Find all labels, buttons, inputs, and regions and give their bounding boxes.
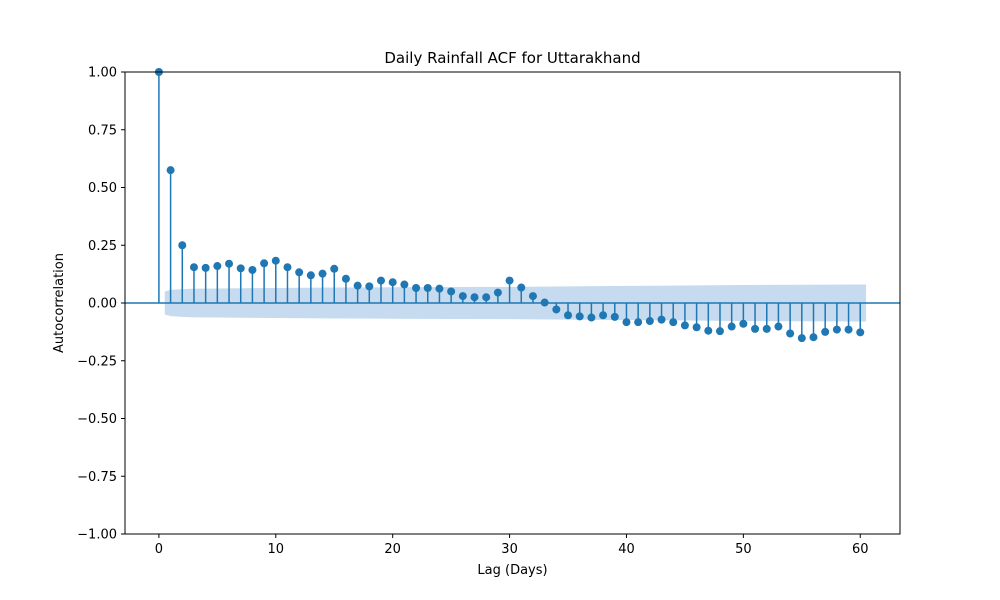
acf-point-lag-20 xyxy=(388,278,397,287)
acf-point-lag-10 xyxy=(271,256,280,265)
acf-point-lag-15 xyxy=(330,264,339,273)
x-tick-label: 40 xyxy=(618,542,635,557)
acf-point-lag-31 xyxy=(517,283,526,292)
x-tick-label: 20 xyxy=(384,542,401,557)
x-tick-label: 30 xyxy=(501,542,518,557)
acf-point-lag-35 xyxy=(564,311,573,320)
acf-point-lag-14 xyxy=(318,269,327,278)
acf-point-lag-23 xyxy=(423,283,432,292)
y-tick-label: −0.50 xyxy=(77,412,117,427)
acf-point-lag-59 xyxy=(844,325,853,334)
acf-point-lag-25 xyxy=(447,287,456,296)
acf-point-lag-39 xyxy=(610,312,619,321)
acf-point-lag-55 xyxy=(797,334,806,343)
acf-point-lag-58 xyxy=(832,325,841,334)
acf-point-lag-49 xyxy=(727,322,736,331)
acf-point-lag-1 xyxy=(166,166,175,175)
acf-point-lag-21 xyxy=(400,280,409,289)
acf-point-lag-13 xyxy=(306,271,315,280)
acf-point-lag-42 xyxy=(645,317,654,326)
acf-point-lag-43 xyxy=(657,315,666,324)
stems-layer xyxy=(158,72,862,339)
acf-point-lag-6 xyxy=(225,259,234,268)
y-axis-label: Autocorrelation xyxy=(52,253,67,353)
acf-point-lag-7 xyxy=(236,264,245,273)
acf-point-lag-51 xyxy=(751,324,760,333)
y-tick-label: 1.00 xyxy=(88,66,117,81)
acf-point-lag-48 xyxy=(715,327,724,336)
markers-layer xyxy=(154,68,865,343)
acf-point-lag-56 xyxy=(809,333,818,342)
x-tick-label: 60 xyxy=(852,542,869,557)
x-tick-label: 0 xyxy=(155,542,163,557)
acf-point-lag-28 xyxy=(482,293,491,302)
acf-point-lag-52 xyxy=(762,324,771,333)
acf-point-lag-34 xyxy=(552,305,561,314)
acf-point-lag-38 xyxy=(599,311,608,320)
y-tick-label: −1.00 xyxy=(77,528,117,543)
acf-point-lag-18 xyxy=(365,282,374,291)
acf-point-lag-50 xyxy=(739,319,748,328)
chart-title: Daily Rainfall ACF for Uttarakhand xyxy=(384,49,640,67)
acf-point-lag-3 xyxy=(189,263,198,272)
acf-point-lag-11 xyxy=(283,263,292,272)
acf-point-lag-17 xyxy=(353,281,362,290)
acf-point-lag-36 xyxy=(575,312,584,321)
acf-point-lag-5 xyxy=(213,262,222,271)
acf-point-lag-26 xyxy=(458,292,467,301)
y-tick-label: 0.50 xyxy=(88,181,117,196)
y-tick-label: 0.25 xyxy=(88,239,117,254)
acf-point-lag-29 xyxy=(493,288,502,297)
acf-point-lag-46 xyxy=(692,323,701,332)
acf-point-lag-2 xyxy=(178,241,187,250)
acf-point-lag-47 xyxy=(704,326,713,335)
acf-point-lag-60 xyxy=(856,328,865,337)
x-axis-ticks: 0 10 20 30 40 50 60 xyxy=(155,534,869,557)
acf-point-lag-37 xyxy=(587,313,596,322)
x-tick-label: 10 xyxy=(268,542,285,557)
acf-point-lag-12 xyxy=(295,268,304,277)
acf-point-lag-44 xyxy=(669,318,678,327)
acf-point-lag-27 xyxy=(470,293,479,302)
y-tick-label: 0.00 xyxy=(88,297,117,312)
acf-point-lag-40 xyxy=(622,318,631,327)
acf-point-lag-4 xyxy=(201,263,210,272)
acf-point-lag-45 xyxy=(680,321,689,330)
acf-point-lag-53 xyxy=(774,322,783,331)
acf-point-lag-8 xyxy=(248,265,257,274)
acf-point-lag-32 xyxy=(528,292,537,301)
acf-point-lag-30 xyxy=(505,276,514,285)
acf-point-lag-57 xyxy=(821,327,830,336)
x-tick-label: 50 xyxy=(735,542,752,557)
acf-point-lag-9 xyxy=(260,259,269,268)
x-axis-label: Lag (Days) xyxy=(477,563,547,578)
acf-point-lag-33 xyxy=(540,298,549,307)
acf-point-lag-41 xyxy=(634,318,643,327)
y-tick-label: −0.75 xyxy=(77,470,117,485)
y-axis-ticks: −1.00 −0.75 −0.50 −0.25 0.00 0.25 0.50 0.75 1.00 xyxy=(77,66,125,543)
acf-point-lag-54 xyxy=(786,329,795,338)
y-tick-label: −0.25 xyxy=(77,354,117,369)
acf-point-lag-16 xyxy=(341,274,350,283)
acf-point-lag-19 xyxy=(376,276,385,285)
acf-point-lag-24 xyxy=(435,284,444,293)
acf-point-lag-22 xyxy=(412,283,421,292)
y-tick-label: 0.75 xyxy=(88,123,117,138)
